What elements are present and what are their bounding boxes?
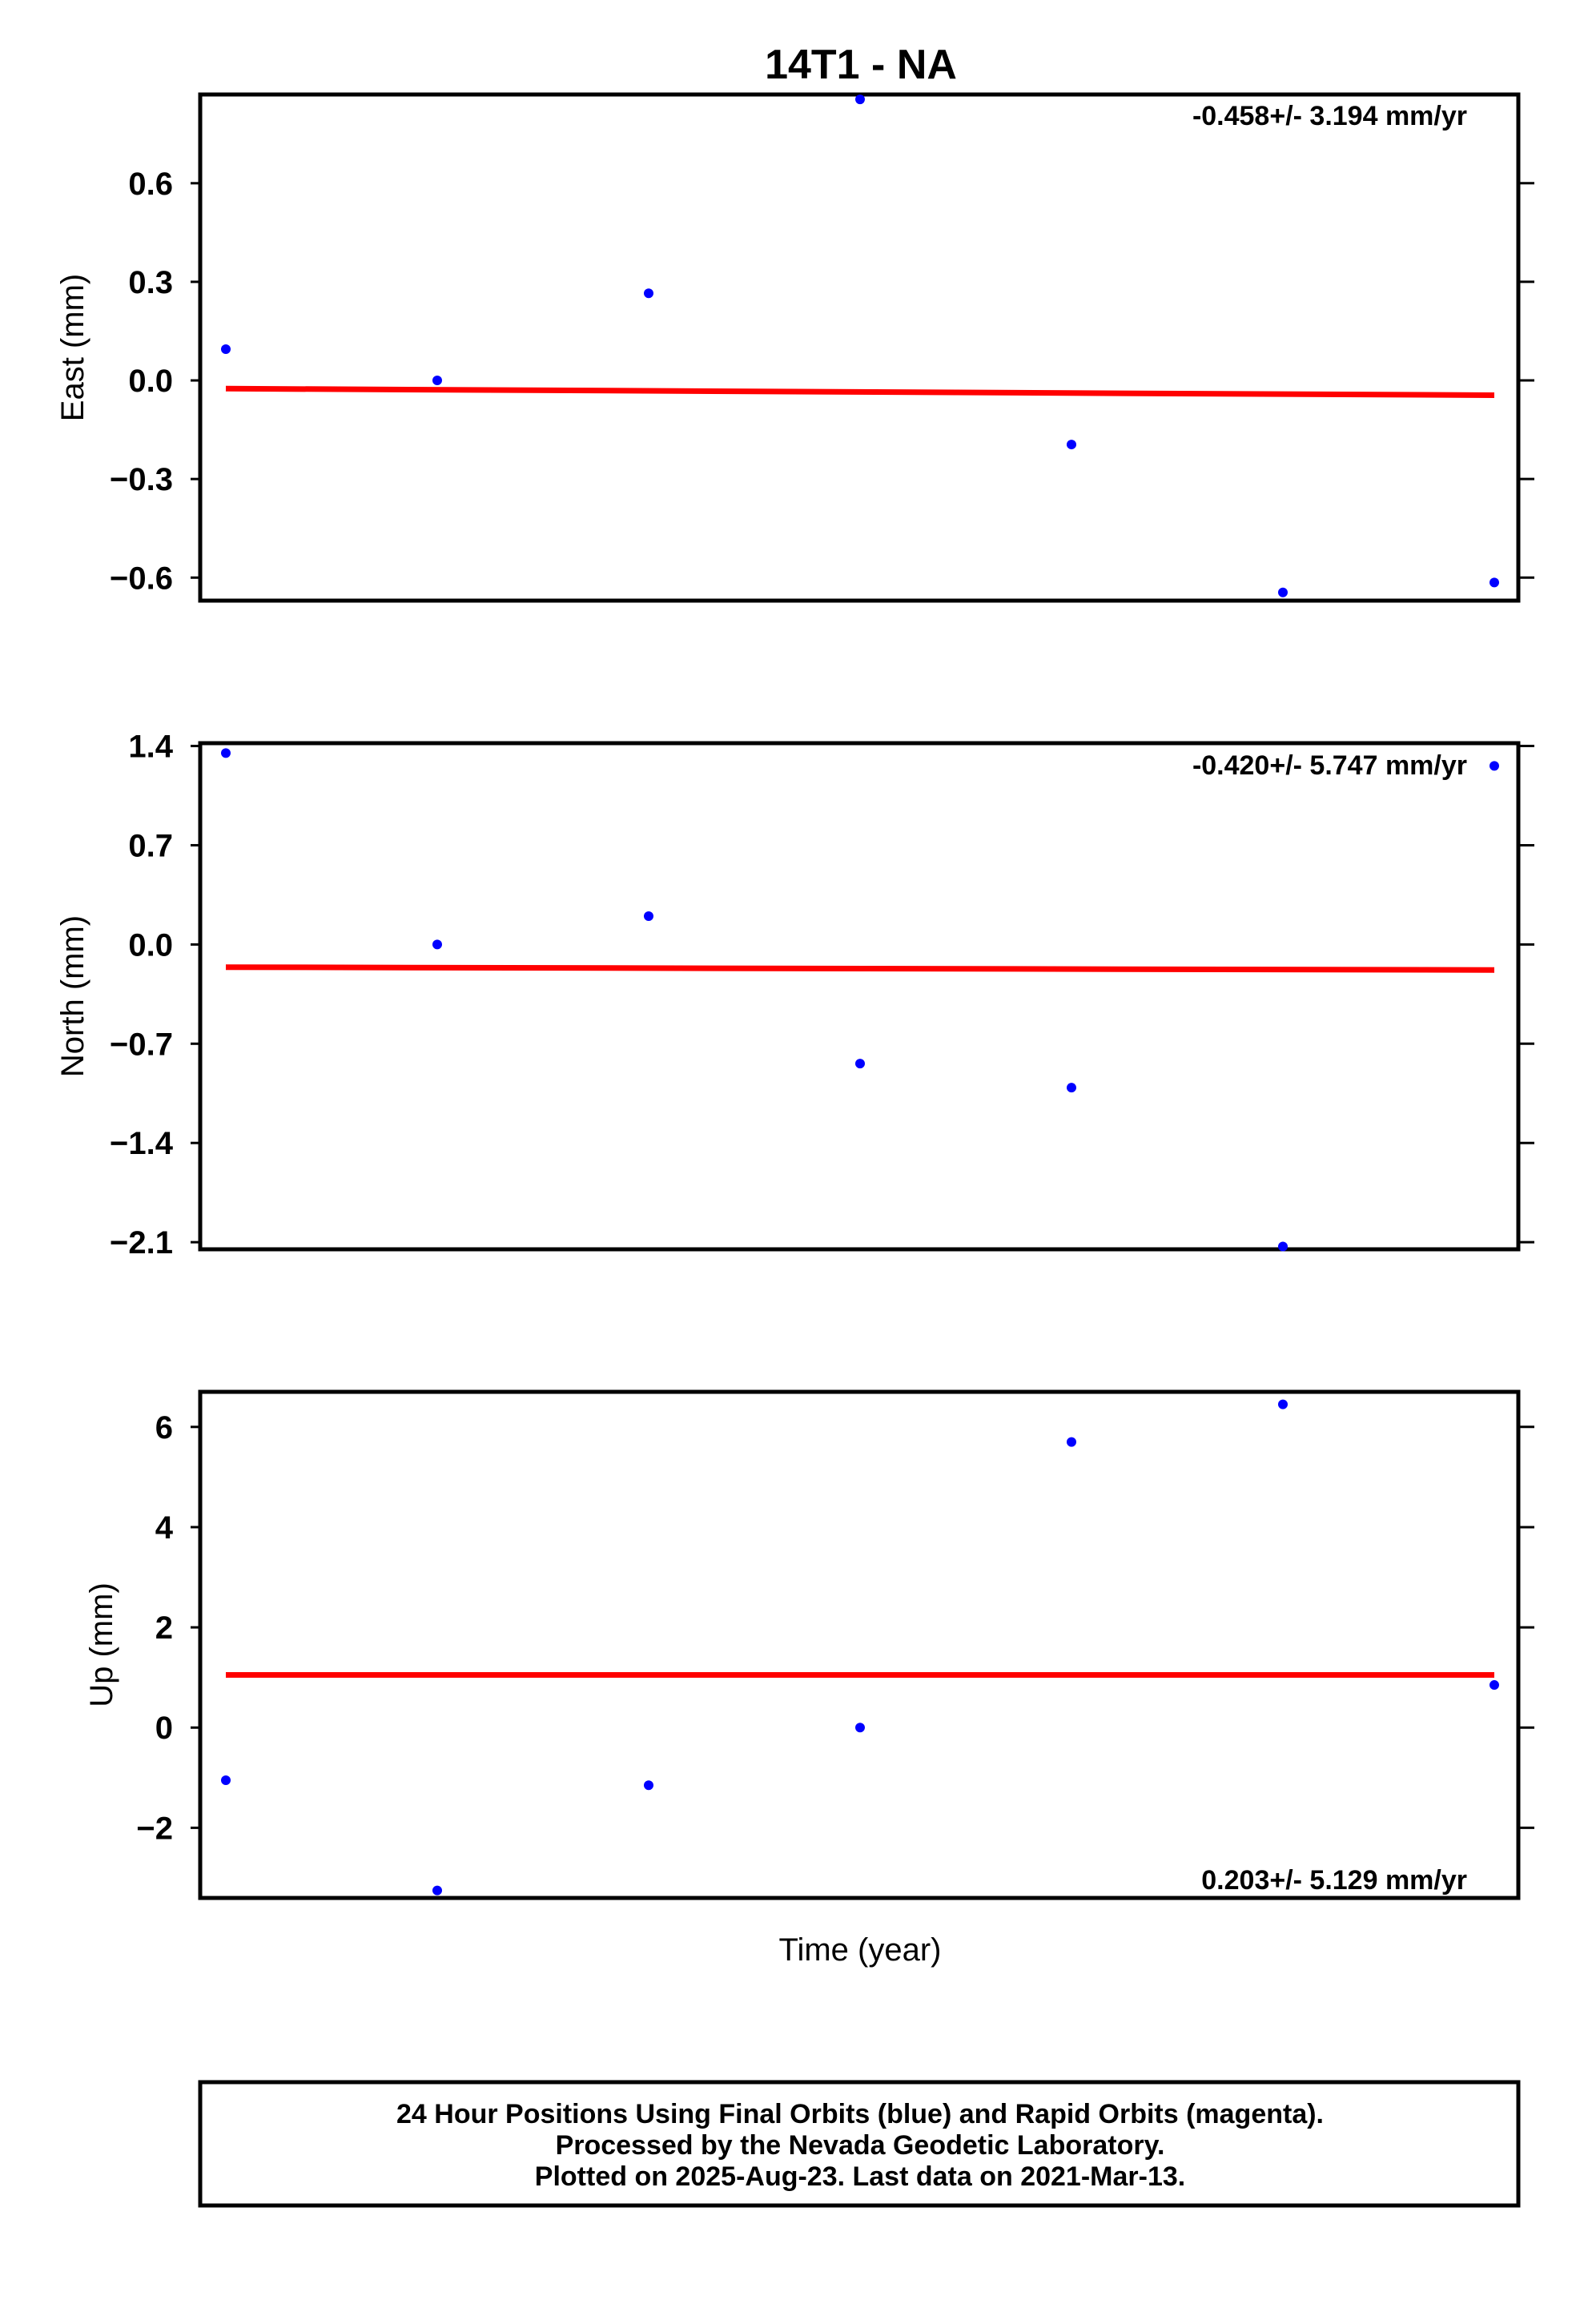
plot-frame-up xyxy=(198,1389,1521,1900)
x-axis-label: Time (year) xyxy=(779,1932,942,1968)
data-point xyxy=(432,1885,442,1896)
plot-frame-north xyxy=(198,741,1521,1252)
series-up xyxy=(221,1399,1499,1896)
y-tick-label: −0.7 xyxy=(110,1027,173,1062)
panel-up: Up (mm) 0.203+/- 5.129 mm/yr 6 4 2 0 −2 xyxy=(84,1389,1534,1900)
y-tick-label: −1.4 xyxy=(110,1126,174,1161)
data-point xyxy=(1489,761,1499,771)
rate-label-north: -0.420+/- 5.747 mm/yr xyxy=(1192,750,1467,781)
y-tick-label: 6 xyxy=(155,1410,173,1445)
data-point xyxy=(221,1775,231,1785)
data-point xyxy=(1489,1680,1499,1691)
y-axis-label-up: Up (mm) xyxy=(84,1582,119,1707)
y-tick-label: 0.6 xyxy=(128,167,173,202)
data-point xyxy=(855,1059,865,1069)
y-tick-label: 1.4 xyxy=(128,730,173,765)
y-tick-label: −2 xyxy=(136,1811,173,1846)
data-point xyxy=(1067,440,1076,450)
footer-box: 24 Hour Positions Using Final Orbits (bl… xyxy=(198,2080,1521,2208)
y-tick-label: 0.0 xyxy=(128,364,173,399)
trend-line xyxy=(225,964,1495,973)
rate-label-up: 0.203+/- 5.129 mm/yr xyxy=(1201,1865,1467,1896)
ticks-up: 6 4 2 0 −2 xyxy=(136,1410,1534,1846)
data-point xyxy=(432,376,442,386)
y-tick-label: −2.1 xyxy=(110,1225,173,1261)
series-north xyxy=(221,748,1499,1252)
data-point xyxy=(644,1780,653,1791)
data-point xyxy=(1278,1241,1288,1252)
y-tick-label: 2 xyxy=(155,1610,173,1646)
ticks-north: 1.4 0.7 0.0 −0.7 −1.4 −2.1 xyxy=(110,730,1534,1261)
rate-label-east: -0.458+/- 3.194 mm/yr xyxy=(1192,101,1467,131)
data-point xyxy=(855,1723,865,1733)
series-east xyxy=(221,94,1499,597)
y-tick-label: 0.0 xyxy=(128,927,173,963)
panel-east: East (mm) -0.458+/- 3.194 mm/yr 0.60.30.… xyxy=(55,92,1534,603)
data-point xyxy=(221,344,231,355)
data-point xyxy=(432,939,442,950)
data-point xyxy=(644,911,653,921)
data-point xyxy=(1278,1399,1288,1409)
trend-line xyxy=(225,385,1495,399)
data-point xyxy=(1489,577,1499,588)
data-point xyxy=(644,288,653,299)
footer-line-1: 24 Hour Positions Using Final Orbits (bl… xyxy=(396,2099,1324,2129)
plot-frame-east xyxy=(198,92,1521,603)
data-point xyxy=(855,94,865,105)
y-tick-label: 4 xyxy=(155,1510,174,1546)
y-tick-label: 0.3 xyxy=(128,265,173,300)
ticks-east: 0.6 0.3 0.0 −0.3 −0.6 xyxy=(110,167,1534,596)
footer-line-2: Processed by the Nevada Geodetic Laborat… xyxy=(556,2130,1165,2161)
chart-title: 14T1 - NA xyxy=(765,42,957,88)
y-tick-label: 0.7 xyxy=(128,828,173,863)
footer-frame xyxy=(198,2080,1521,2208)
footer-line-3: Plotted on 2025-Aug-23. Last data on 202… xyxy=(535,2161,1185,2192)
data-point xyxy=(221,748,231,758)
panel-north: North (mm) -0.420+/- 5.747 mm/yr 1.4 0.7 0… xyxy=(55,730,1534,1261)
y-axis-label-east: East (mm) xyxy=(55,274,90,421)
data-point xyxy=(1067,1437,1076,1447)
data-point xyxy=(1278,587,1288,597)
y-axis-label-north: North (mm) xyxy=(55,915,90,1077)
y-tick-label: −0.6 xyxy=(110,561,173,596)
y-tick-label: −0.3 xyxy=(110,462,173,497)
data-point xyxy=(1067,1083,1076,1093)
y-tick-label: 0 xyxy=(155,1711,173,1746)
